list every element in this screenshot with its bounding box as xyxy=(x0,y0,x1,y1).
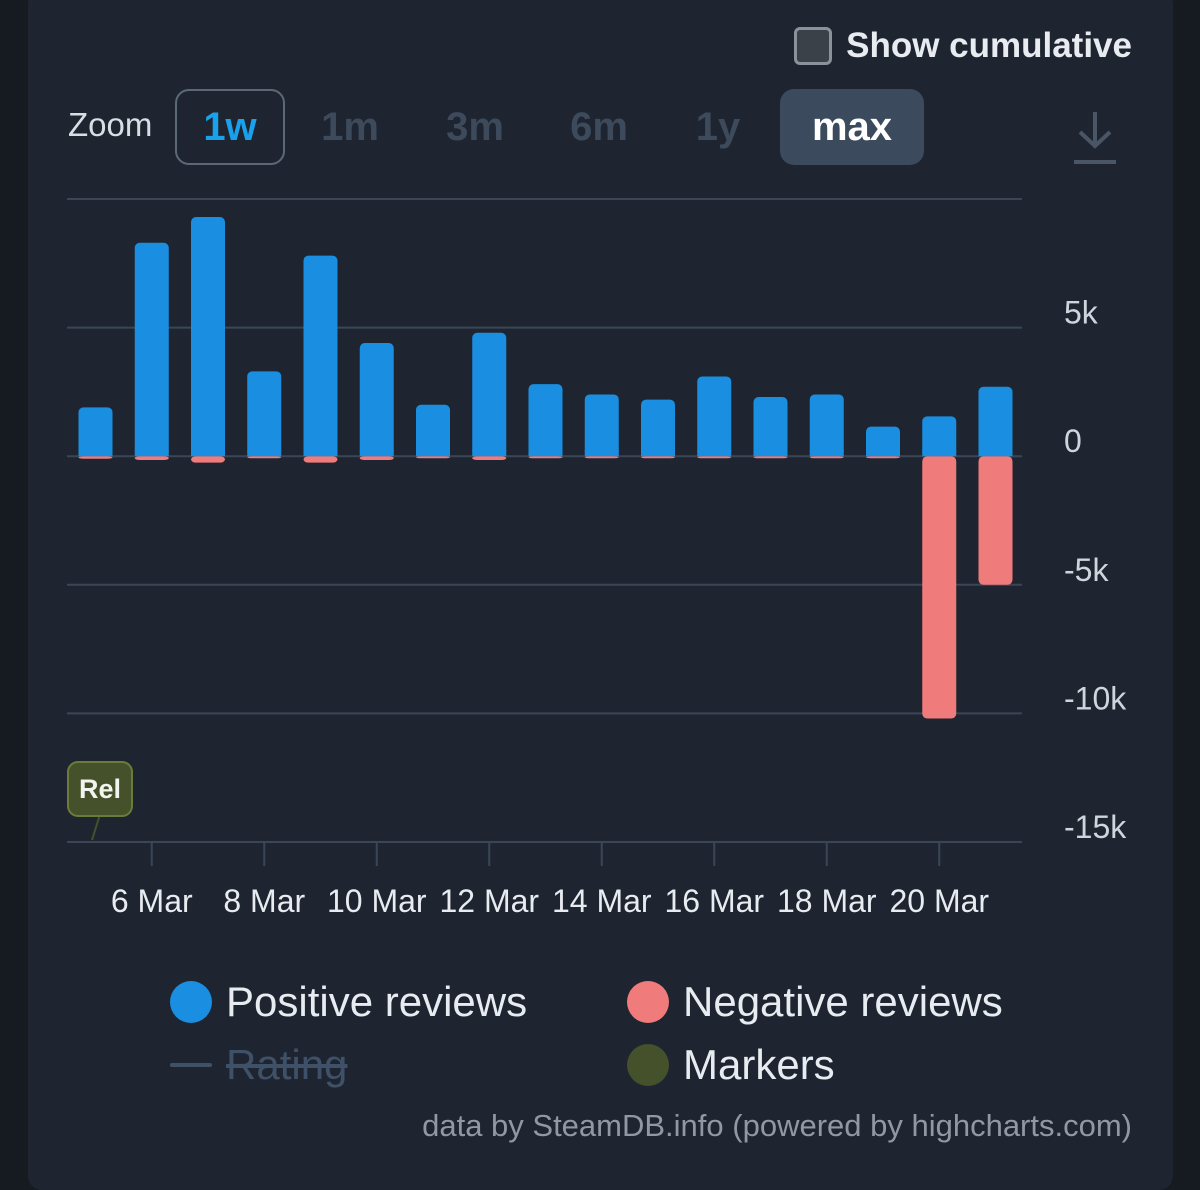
show-cumulative-toggle[interactable]: Show cumulative xyxy=(794,26,1132,66)
zoom-3m-button[interactable]: 3m xyxy=(446,104,504,149)
x-tick-label: 14 Mar xyxy=(552,883,652,919)
negative-bar xyxy=(809,456,844,459)
positive-bar-base xyxy=(134,450,169,457)
positive-bar-base xyxy=(416,450,450,457)
negative-bar xyxy=(753,456,788,459)
negative-bar xyxy=(191,456,225,463)
positive-bar-base xyxy=(359,450,394,457)
legend-negative-label: Negative reviews xyxy=(683,978,1003,1025)
show-cumulative-label: Show cumulative xyxy=(846,26,1132,65)
positive-bar-base xyxy=(809,450,844,457)
x-tick-label: 18 Mar xyxy=(777,883,877,919)
x-tick-label: 6 Mar xyxy=(111,883,193,919)
positive-bar xyxy=(584,394,619,457)
positive-bar-base xyxy=(922,450,957,457)
positive-bar xyxy=(866,426,900,457)
markers-dot-icon xyxy=(627,1044,669,1086)
x-tick-label: 8 Mar xyxy=(223,883,305,919)
y-tick-label: -15k xyxy=(1064,809,1127,845)
positive-bar-base xyxy=(753,450,788,457)
positive-bar xyxy=(247,371,282,457)
positive-bar xyxy=(134,242,169,457)
zoom-6m-button[interactable]: 6m xyxy=(570,104,628,149)
positive-bar xyxy=(753,397,788,457)
reviews-chart: 5k 0 -5k -10k -15k 6 Mar 8 Mar 10 Mar 12 Mar 14 … xyxy=(67,198,1127,919)
legend-negative[interactable]: Negative reviews xyxy=(627,978,1003,1026)
positive-bar xyxy=(922,416,957,457)
positive-bar-base xyxy=(472,450,507,457)
positive-bar xyxy=(191,217,225,457)
x-tick-label: 10 Mar xyxy=(327,883,427,919)
positive-bar-base xyxy=(641,450,675,457)
negative-bar xyxy=(922,456,957,719)
positive-bar xyxy=(303,255,338,457)
negative-bar xyxy=(584,456,619,459)
positive-bar xyxy=(472,332,507,457)
positive-bar xyxy=(528,384,563,457)
positive-bar-base xyxy=(191,450,225,457)
positive-bar-base xyxy=(584,450,619,457)
negative-bar xyxy=(78,456,113,459)
download-icon[interactable] xyxy=(1070,108,1120,168)
positive-bar-base xyxy=(866,450,900,457)
x-tick-label: 16 Mar xyxy=(664,883,764,919)
negative-bar xyxy=(528,456,563,459)
negative-bar xyxy=(303,456,338,463)
y-tick-label: 5k xyxy=(1064,295,1099,331)
negative-bar xyxy=(866,456,900,459)
y-tick-label: 0 xyxy=(1064,423,1082,459)
release-marker-line xyxy=(91,815,101,841)
zoom-1y-button[interactable]: 1y xyxy=(695,104,741,149)
positive-bar xyxy=(359,343,394,457)
positive-bar-base xyxy=(247,450,282,457)
x-tick-label: 12 Mar xyxy=(439,883,539,919)
positive-bar-base xyxy=(978,450,1013,457)
negative-bar xyxy=(697,456,732,459)
y-tick-label: -5k xyxy=(1064,552,1109,588)
negative-bar xyxy=(247,456,282,459)
legend-positive-label: Positive reviews xyxy=(226,978,528,1025)
legend-markers-label: Markers xyxy=(683,1041,835,1088)
show-cumulative-checkbox[interactable] xyxy=(794,27,833,65)
zoom-label: Zoom xyxy=(68,106,153,143)
positive-bar xyxy=(978,386,1013,457)
positive-bar-base xyxy=(78,450,113,457)
positive-bar-base xyxy=(697,450,732,457)
negative-bar xyxy=(978,456,1013,585)
x-tick-label: 20 Mar xyxy=(889,883,989,919)
y-tick-label: -10k xyxy=(1064,680,1127,716)
negative-bar xyxy=(359,456,394,461)
release-marker-badge xyxy=(67,761,133,817)
negative-bar xyxy=(472,456,507,461)
release-marker-label: Rel xyxy=(79,774,121,804)
positive-dot-icon xyxy=(170,981,212,1023)
negative-dot-icon xyxy=(627,981,669,1023)
positive-bar xyxy=(416,404,450,457)
legend-positive[interactable]: Positive reviews xyxy=(170,978,527,1026)
negative-bar xyxy=(641,456,675,459)
negative-bar xyxy=(134,456,169,461)
positive-bar xyxy=(78,407,113,457)
chart-credits[interactable]: data by SteamDB.info (powered by highcha… xyxy=(422,1108,1132,1143)
legend-rating-label: Rating xyxy=(226,1041,348,1088)
zoom-1m-button[interactable]: 1m xyxy=(321,104,379,149)
positive-bar-base xyxy=(303,450,338,457)
legend-rating[interactable]: Rating xyxy=(170,1041,347,1089)
zoom-max-button[interactable]: max xyxy=(780,89,924,165)
legend-markers[interactable]: Markers xyxy=(627,1041,835,1089)
positive-bar-base xyxy=(528,450,563,457)
rating-line-icon xyxy=(170,1063,212,1067)
positive-bar xyxy=(641,399,675,457)
negative-bar xyxy=(416,456,450,459)
positive-bar xyxy=(697,376,732,457)
zoom-1w-button[interactable]: 1w xyxy=(175,89,285,165)
positive-bar xyxy=(809,394,844,457)
